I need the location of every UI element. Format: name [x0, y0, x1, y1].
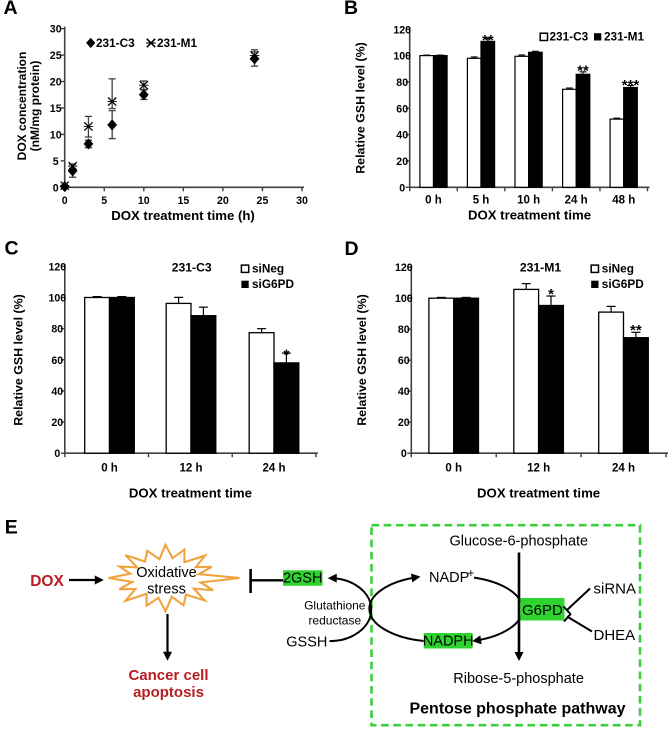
svg-text:C: C: [5, 237, 19, 259]
svg-text:Cancer cell: Cancer cell: [128, 667, 208, 684]
svg-text:20: 20: [396, 156, 408, 168]
svg-text:DOX treatment time (h): DOX treatment time (h): [111, 208, 255, 223]
svg-text:NADPH: NADPH: [423, 633, 474, 649]
svg-text:0: 0: [62, 195, 68, 207]
svg-text:25: 25: [257, 195, 269, 207]
svg-text:apoptosis: apoptosis: [133, 684, 204, 701]
svg-text:*: *: [283, 347, 289, 364]
svg-text:**: **: [577, 63, 589, 80]
svg-text:100: 100: [393, 51, 411, 63]
svg-text:12 h: 12 h: [527, 463, 550, 475]
svg-text:20: 20: [50, 77, 62, 89]
svg-text:40: 40: [396, 130, 408, 142]
svg-text:DOX concentration: DOX concentration: [15, 52, 29, 161]
svg-text:GSSH: GSSH: [286, 635, 327, 651]
svg-text:10: 10: [50, 129, 62, 141]
svg-text:Relative GSH level (%): Relative GSH level (%): [354, 42, 368, 174]
svg-text:24 h: 24 h: [612, 463, 635, 475]
svg-text:5 h: 5 h: [473, 195, 490, 207]
svg-text:231-M1: 231-M1: [157, 36, 197, 50]
svg-text:120: 120: [395, 262, 413, 274]
svg-text:60: 60: [51, 355, 63, 367]
svg-text:DOX treatment time: DOX treatment time: [477, 486, 600, 501]
svg-text:A: A: [4, 0, 18, 19]
svg-text:80: 80: [396, 77, 408, 89]
svg-text:D: D: [345, 238, 359, 260]
svg-text:40: 40: [398, 386, 410, 398]
svg-text:25: 25: [50, 50, 62, 62]
svg-text:80: 80: [51, 324, 63, 336]
svg-text:G6PD: G6PD: [522, 602, 563, 619]
svg-text:stress: stress: [147, 582, 186, 598]
svg-text:5: 5: [53, 156, 59, 168]
svg-text:120: 120: [48, 261, 66, 273]
svg-text:DOX treatment time: DOX treatment time: [129, 486, 252, 501]
svg-text:NADP: NADP: [429, 570, 469, 586]
svg-text:reductase: reductase: [308, 614, 361, 628]
svg-text:B: B: [344, 0, 358, 19]
svg-text:Relative GSH level (%): Relative GSH level (%): [12, 294, 26, 426]
svg-text:60: 60: [398, 355, 410, 367]
svg-text:**: **: [482, 32, 494, 49]
svg-text:siNeg: siNeg: [252, 262, 284, 276]
svg-text:0 h: 0 h: [101, 463, 118, 475]
svg-text:siG6PD: siG6PD: [252, 277, 294, 291]
svg-text:30: 30: [50, 24, 62, 36]
svg-text:(nM/mg protein): (nM/mg protein): [28, 61, 42, 152]
svg-text:Ribose-5-phosphate: Ribose-5-phosphate: [453, 671, 584, 687]
svg-text:*: *: [548, 286, 554, 303]
svg-text:15: 15: [177, 195, 189, 207]
svg-text:100: 100: [395, 293, 413, 305]
svg-text:60: 60: [396, 103, 408, 115]
svg-text:40: 40: [51, 386, 63, 398]
svg-text:0: 0: [54, 448, 60, 460]
svg-text:100: 100: [48, 293, 66, 305]
svg-text:5: 5: [101, 195, 107, 207]
svg-text:DOX treatment time: DOX treatment time: [468, 208, 591, 223]
svg-text:231-M1: 231-M1: [520, 261, 562, 275]
svg-text:siNeg: siNeg: [602, 262, 634, 276]
svg-text:120: 120: [393, 24, 411, 36]
svg-text:0: 0: [399, 182, 405, 194]
svg-text:231-C3: 231-C3: [172, 261, 212, 275]
svg-text:10 h: 10 h: [517, 195, 540, 207]
svg-text:2GSH: 2GSH: [283, 571, 323, 587]
svg-text:siG6PD: siG6PD: [602, 277, 644, 291]
svg-text:0: 0: [53, 182, 59, 194]
svg-text:15: 15: [50, 103, 62, 115]
svg-text:Oxidative: Oxidative: [136, 565, 196, 581]
svg-text:20: 20: [51, 417, 63, 429]
svg-text:231-M1: 231-M1: [604, 30, 644, 44]
svg-text:48 h: 48 h: [612, 195, 635, 207]
svg-text:0 h: 0 h: [425, 195, 442, 207]
svg-text:0: 0: [401, 448, 407, 460]
svg-text:20: 20: [398, 417, 410, 429]
svg-text:24 h: 24 h: [565, 195, 588, 207]
svg-text:80: 80: [398, 324, 410, 336]
svg-text:Glutathione: Glutathione: [304, 599, 366, 613]
svg-text:E: E: [5, 517, 18, 539]
svg-text:24 h: 24 h: [262, 463, 285, 475]
svg-text:Relative GSH level (%): Relative GSH level (%): [355, 294, 369, 426]
svg-text:***: ***: [622, 77, 640, 94]
svg-text:231-C3: 231-C3: [550, 30, 589, 44]
svg-text:+: +: [468, 568, 475, 580]
svg-text:20: 20: [217, 195, 229, 207]
svg-text:10: 10: [138, 195, 150, 207]
svg-text:DHEA: DHEA: [594, 627, 636, 644]
svg-text:Glucose-6-phosphate: Glucose-6-phosphate: [449, 533, 588, 549]
svg-text:12 h: 12 h: [179, 463, 202, 475]
svg-text:**: **: [630, 322, 642, 339]
svg-text:Pentose phosphate pathway: Pentose phosphate pathway: [409, 701, 625, 718]
svg-text:231-C3: 231-C3: [96, 36, 135, 50]
svg-text:DOX: DOX: [30, 573, 64, 590]
svg-text:30: 30: [296, 195, 308, 207]
svg-text:0 h: 0 h: [445, 463, 462, 475]
svg-text:siRNA: siRNA: [594, 581, 637, 598]
